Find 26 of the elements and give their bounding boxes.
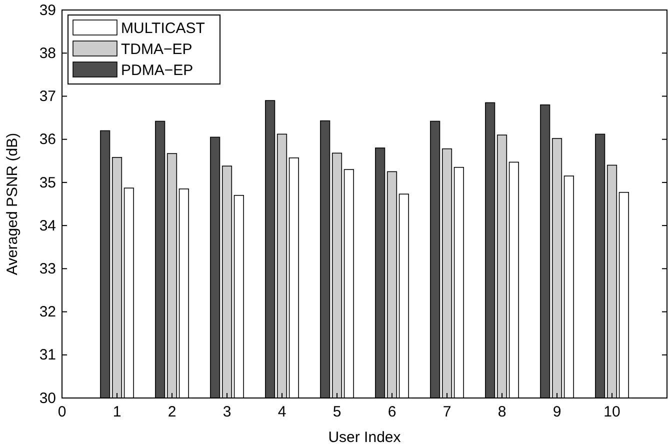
x-tick-label: 0	[58, 404, 66, 421]
y-axis-title: Averaged PSNR (dB)	[4, 132, 21, 276]
x-tick-label: 2	[168, 404, 176, 421]
x-tick-label: 7	[442, 404, 452, 421]
x-tick-label: 6	[388, 404, 396, 421]
legend-label: MULTICAST	[121, 20, 205, 37]
y-tick-label: 30	[39, 390, 56, 407]
y-tick-label: 32	[39, 304, 56, 321]
y-tick-label: 37	[39, 88, 56, 106]
x-tick-label: 9	[552, 404, 562, 421]
y-tick-label: 36	[39, 131, 56, 148]
y-tick-label: 35	[39, 174, 56, 192]
y-tick-label: 39	[39, 2, 56, 19]
x-tick-label: 1	[112, 404, 122, 421]
y-tick-label: 38	[39, 44, 56, 62]
legend-label: TDMA−EP	[121, 41, 192, 58]
x-axis-title: User Index	[328, 429, 402, 445]
x-tick-label: 5	[332, 404, 342, 421]
y-tick-label: 34	[39, 217, 56, 234]
x-tick-label: 10	[604, 404, 620, 421]
legend-label: PDMA−EP	[121, 62, 194, 79]
x-tick-label: 4	[278, 404, 286, 421]
x-tick-label: 3	[222, 404, 232, 421]
y-tick-label: 31	[39, 346, 56, 364]
x-tick-label: 8	[498, 404, 506, 421]
y-tick-label: 33	[39, 260, 56, 278]
